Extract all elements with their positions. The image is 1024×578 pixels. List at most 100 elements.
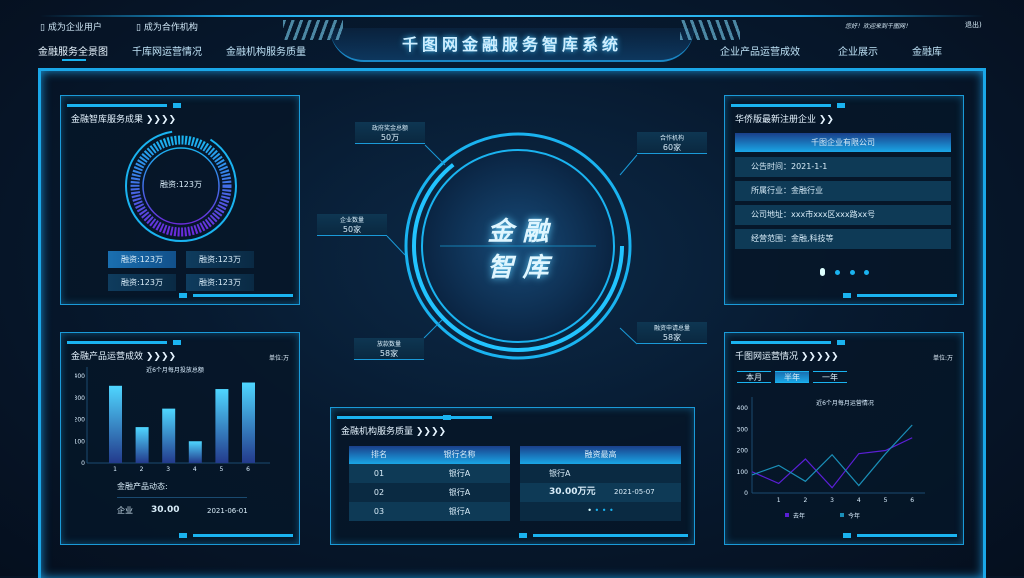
dot-active[interactable]: • <box>587 506 592 515</box>
bar <box>242 382 255 463</box>
x-tick-label: 4 <box>857 497 861 504</box>
document-icon: ▯ <box>136 23 144 33</box>
callout-value: 50万 <box>380 133 400 142</box>
tab-year[interactable]: 一年 <box>813 371 847 383</box>
top-financing-card: 融资最高 银行A 30.00万元 2021-05-07 • • • • <box>520 446 681 521</box>
nav-product-effect[interactable]: 企业产品运营成效 <box>720 47 800 58</box>
connector <box>424 144 446 166</box>
callout-label: 融资申请总量 <box>653 325 690 332</box>
y-tick-label: 0 <box>81 460 85 467</box>
series-line <box>751 424 913 487</box>
active-nav-indicator <box>62 59 86 61</box>
chart-title: 近6个月每月运营情况 <box>816 399 874 407</box>
x-tick-label: 5 <box>219 466 223 473</box>
header-line <box>40 15 984 17</box>
legend-label: 去年 <box>793 512 805 520</box>
panel-title: 金融智库服务成果 ❯❯❯❯ <box>71 115 177 125</box>
panel-decoration <box>731 340 845 345</box>
title-decoration-left <box>283 20 343 40</box>
company-name[interactable]: 千图企业有限公司 <box>735 133 951 152</box>
cell-bank: 银行A <box>448 469 471 478</box>
nav-institution-quality[interactable]: 金融机构服务质量 <box>226 47 306 58</box>
series-line <box>751 437 913 489</box>
line-chart: 近6个月每月运营情况 0 100 200 300 400 1 2 3 4 5 6 去年 今年 <box>737 397 925 520</box>
panel-title-text: 华侨版最新注册企业 <box>735 115 817 125</box>
financing-chip[interactable]: 融资:123万 <box>186 251 254 268</box>
panel-decoration <box>843 293 957 298</box>
table-header: 排名 银行名称 <box>349 446 510 464</box>
carousel-dot[interactable] <box>835 270 840 275</box>
callout-applications: 融资申请总量 58家 <box>637 322 707 344</box>
nav-finance-library[interactable]: 金融库 <box>912 47 942 58</box>
panel-latest-company: 华侨版最新注册企业 ❯❯ 千图企业有限公司 公告时间：2021-1-1 所属行业… <box>724 95 964 305</box>
main-frame <box>38 68 986 578</box>
carousel-dot[interactable] <box>850 270 855 275</box>
tab-month[interactable]: 本月 <box>737 371 771 383</box>
carousel-dot[interactable] <box>864 270 869 275</box>
cell-rank: 01 <box>373 469 385 478</box>
welcome-text: 您好！欢迎来到千图网！ <box>845 23 912 30</box>
cell-rank: 03 <box>373 507 385 516</box>
financing-chip[interactable]: 融资:123万 <box>108 274 176 291</box>
table-row[interactable]: 01 银行A <box>349 464 510 483</box>
connector <box>423 319 443 339</box>
card-amount: 30.00万元 <box>549 487 596 497</box>
table-row[interactable]: 02 银行A <box>349 483 510 502</box>
panel-title-text: 金融机构服务质量 <box>341 427 414 437</box>
become-partner-link[interactable]: ▯ 成为合作机构 <box>136 20 198 33</box>
financing-chip[interactable]: 融资:123万 <box>186 274 254 291</box>
panel-title: 华侨版最新注册企业 ❯❯ <box>735 115 834 125</box>
cell-rank: 02 <box>373 488 385 497</box>
dynamics-date: 2021-06-01 <box>207 507 248 515</box>
link-label: 成为合作机构 <box>143 23 198 33</box>
callout-label: 放款数量 <box>376 341 401 348</box>
company-info-row: 公司地址：xxx市xxx区xxx路xx号 <box>735 205 951 225</box>
logout-link[interactable]: 退出) <box>965 21 982 29</box>
callout-value: 58家 <box>662 333 682 342</box>
header-bank: 银行名称 <box>443 450 476 459</box>
x-tick-label: 2 <box>140 466 144 473</box>
cell-bank: 银行A <box>448 488 471 497</box>
nav-panorama[interactable]: 金融服务全景图 <box>38 47 108 58</box>
company-info-row: 公告时间：2021-1-1 <box>735 157 951 177</box>
y-tick-label: 200 <box>75 417 85 424</box>
connector <box>619 327 638 345</box>
unit-label: 单位:万 <box>268 355 289 362</box>
link-label: 成为企业用户 <box>47 23 102 33</box>
table-row[interactable]: 03 银行A <box>349 502 510 521</box>
tab-half-year[interactable]: 半年 <box>775 371 809 383</box>
callout-value: 50家 <box>342 225 362 234</box>
panel-title-text: 金融智库服务成果 <box>71 115 144 125</box>
callout-loans: 放款数量 58家 <box>354 338 424 360</box>
bar-chart: 近6个月每月投放总额 0 100 200 300 400 1 2 3 4 5 6 <box>75 366 270 473</box>
panel-institution-quality: 金融机构服务质量 ❯❯❯❯ 排名 银行名称 01 银行A 02 银行A 03 银行A 融… <box>330 407 695 545</box>
panel-title-text: 金融产品运营成效 <box>71 352 144 362</box>
nav-enterprise-showcase[interactable]: 企业展示 <box>838 47 878 58</box>
panel-product-effect: 金融产品运营成效 ❯❯❯❯ 单位:万 金融产品动态: 企业 30.00 2021… <box>60 332 300 545</box>
y-tick-label: 300 <box>737 426 749 433</box>
pagination-dots[interactable]: • • • • <box>587 506 614 515</box>
panel-decoration <box>179 293 293 298</box>
carousel-dot-active[interactable] <box>820 268 825 276</box>
bar <box>188 441 202 463</box>
x-tick-label: 5 <box>884 497 888 504</box>
become-enterprise-user-link[interactable]: ▯ 成为企业用户 <box>40 20 102 33</box>
nav-operations[interactable]: 千库网运营情况 <box>132 47 202 58</box>
financing-chip[interactable]: 融资:123万 <box>108 251 176 268</box>
outer-ring <box>404 132 632 360</box>
page-title: 千图网金融服务智库系统 <box>330 28 694 62</box>
logout-label: 退出 <box>965 21 979 29</box>
ring-center-value: 融资:123万 <box>160 180 202 189</box>
segmented-ring <box>130 135 232 237</box>
callout-gov-bonus: 政府奖金总额 50万 <box>355 122 425 144</box>
mid-ring <box>412 140 624 352</box>
outer-ring <box>125 130 237 242</box>
x-tick-label: 1 <box>777 497 781 504</box>
center-title-line2: 智 库 <box>487 253 549 283</box>
company-info-row: 经营范围：金融,科技等 <box>735 229 951 249</box>
y-tick-label: 100 <box>737 469 749 476</box>
x-tick-label: 6 <box>910 497 914 504</box>
legend-label: 今年 <box>848 512 860 520</box>
unit-label: 单位:万 <box>932 355 953 362</box>
panel-title: 金融产品运营成效 ❯❯❯❯ <box>71 352 177 362</box>
